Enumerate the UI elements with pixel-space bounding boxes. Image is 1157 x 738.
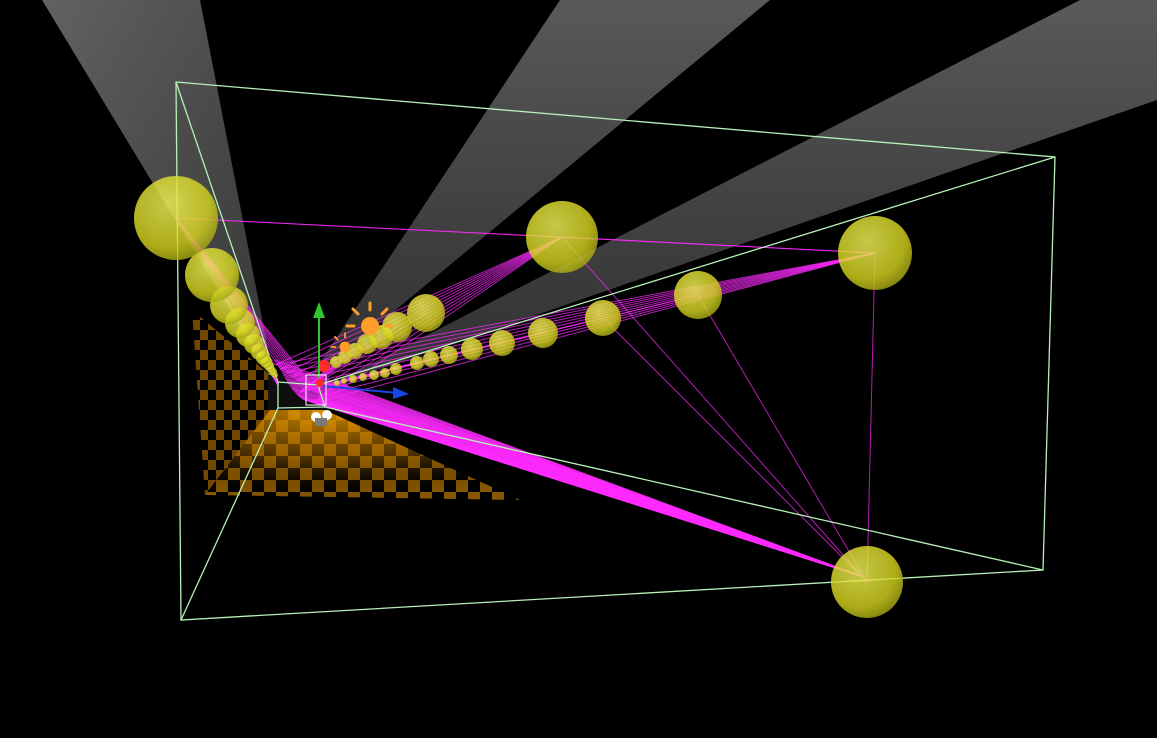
light-probe-sphere[interactable]: [838, 216, 912, 290]
light-probe-sphere[interactable]: [674, 271, 722, 319]
light-probe-sphere[interactable]: [334, 380, 340, 386]
light-probe-sphere[interactable]: [528, 318, 558, 348]
light-probe-sphere[interactable]: [380, 368, 390, 378]
light-probe-sphere[interactable]: [134, 176, 218, 260]
light-probe-sphere[interactable]: [489, 330, 515, 356]
light-probe-sphere[interactable]: [341, 378, 347, 384]
light-probe-sphere[interactable]: [349, 375, 357, 383]
light-probe-sphere[interactable]: [359, 373, 367, 381]
gizmo-z-arrow[interactable]: [393, 387, 409, 399]
light-probe-sphere[interactable]: [407, 294, 445, 332]
light-probe-sphere[interactable]: [410, 356, 424, 370]
light-probe-sphere[interactable]: [390, 363, 402, 375]
light-probe-sphere[interactable]: [831, 546, 903, 618]
gizmo-center[interactable]: [316, 379, 324, 387]
light-probe-sphere[interactable]: [526, 201, 598, 273]
light-ray: [867, 253, 875, 582]
gizmo-y-arrow[interactable]: [313, 302, 325, 318]
light-probe-sphere[interactable]: [369, 370, 379, 380]
light-probe-sphere[interactable]: [585, 300, 621, 336]
light-probe-sphere[interactable]: [461, 338, 483, 360]
light-probe-sphere[interactable]: [440, 346, 458, 364]
light-probe-sphere[interactable]: [423, 351, 439, 367]
